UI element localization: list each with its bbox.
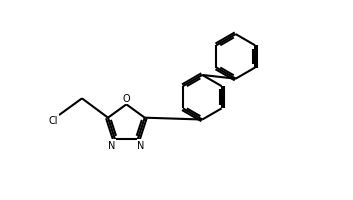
Text: O: O	[122, 94, 130, 103]
Text: N: N	[137, 140, 144, 150]
Text: N: N	[108, 140, 116, 150]
Text: Cl: Cl	[49, 115, 58, 125]
